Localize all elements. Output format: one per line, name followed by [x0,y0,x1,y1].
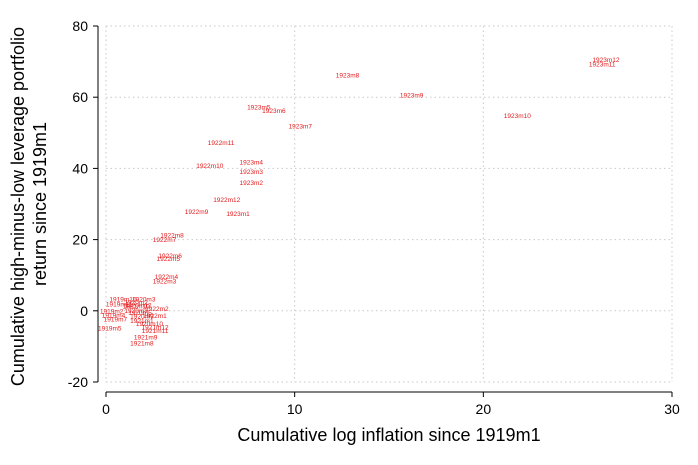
grid-lines [105,25,673,383]
data-point-label: 1923m2 [240,180,264,187]
data-point-label: 1921m1 [130,318,154,325]
data-point-label: 1922m5 [157,256,181,263]
x-axis-title: Cumulative log inflation since 1919m1 [237,425,540,445]
data-point-label: 1920m9 [130,314,154,321]
data-point-label: 1923m9 [400,93,424,100]
data-point-label: 1922m9 [185,209,209,216]
data-point-label: 1919m5 [98,325,122,332]
data-point-label: 1920m10 [136,321,163,328]
data-point-label: 1923m10 [504,113,531,120]
data-point-label: 1922m10 [196,163,223,170]
data-point-label: 1919m2 [100,309,124,316]
data-point-label: 1921m11 [142,328,169,335]
data-point-label: 1923m7 [289,124,313,131]
data-point-label: 1921m8 [130,340,154,347]
y-tick-label: -20 [68,374,88,390]
y-axis-title-line-2: return since 1919m1 [30,122,50,286]
y-axis-title: Cumulative high-minus-low leverage portf… [8,22,50,386]
x-tick-label: 30 [664,401,680,417]
x-tick-label: 0 [102,401,110,417]
data-point-label: 1920m2 [124,299,148,306]
data-point-label: 1921m9 [134,335,158,342]
data-point-label: 1919m7 [104,317,128,324]
data-point-label: 1920m3 [132,297,156,304]
y-tick-label: 20 [72,232,88,248]
data-point-label: 1923m8 [336,72,360,79]
y-tick-label: 0 [80,303,88,319]
x-tick-label: 20 [476,401,492,417]
data-point-label: 1922m1 [143,313,167,320]
data-point-label: 1923m4 [240,160,264,167]
data-point-label: 1922m4 [155,274,179,281]
data-point-label: 1923m12 [592,57,619,64]
data-point-label: 1922m7 [153,237,177,244]
y-tick-label: 80 [72,18,88,34]
axes [93,25,673,397]
data-point-label: 1919m10 [109,297,136,304]
data-point-label: 1923m3 [240,169,264,176]
y-tick-label: 60 [72,89,88,105]
data-point-label: 1923m6 [262,108,286,115]
data-point-label: 1920m8 [124,308,148,315]
data-point-label: 1923m1 [226,211,250,218]
data-point-label: 1922m11 [208,140,235,147]
data-point-label: 1920m5 [128,310,152,317]
data-point-label: 1923m5 [247,104,271,111]
y-tick-label: 40 [72,160,88,176]
data-point-label: 1922m3 [153,278,177,285]
tick-labels: -20 0 20 40 60 80 0 10 20 30 [68,18,680,417]
data-point-label: 1922m12 [213,197,240,204]
x-tick-label: 10 [287,401,303,417]
y-axis-title-line-1: Cumulative high-minus-low leverage portf… [8,27,28,386]
data-point-label: 1919m11 [106,302,133,309]
data-point-label: 1921m10 [123,304,150,311]
data-point-label: 1922m6 [158,253,182,260]
data-point-label: 1919m4 [102,312,126,319]
data-point-label: 1921m12 [141,324,168,331]
data-point-label: 1922m8 [160,233,184,240]
data-point-label: 1920m12 [125,302,152,309]
data-point-label: 1923m11 [589,62,616,69]
data-point-label: 1922m2 [145,306,169,313]
